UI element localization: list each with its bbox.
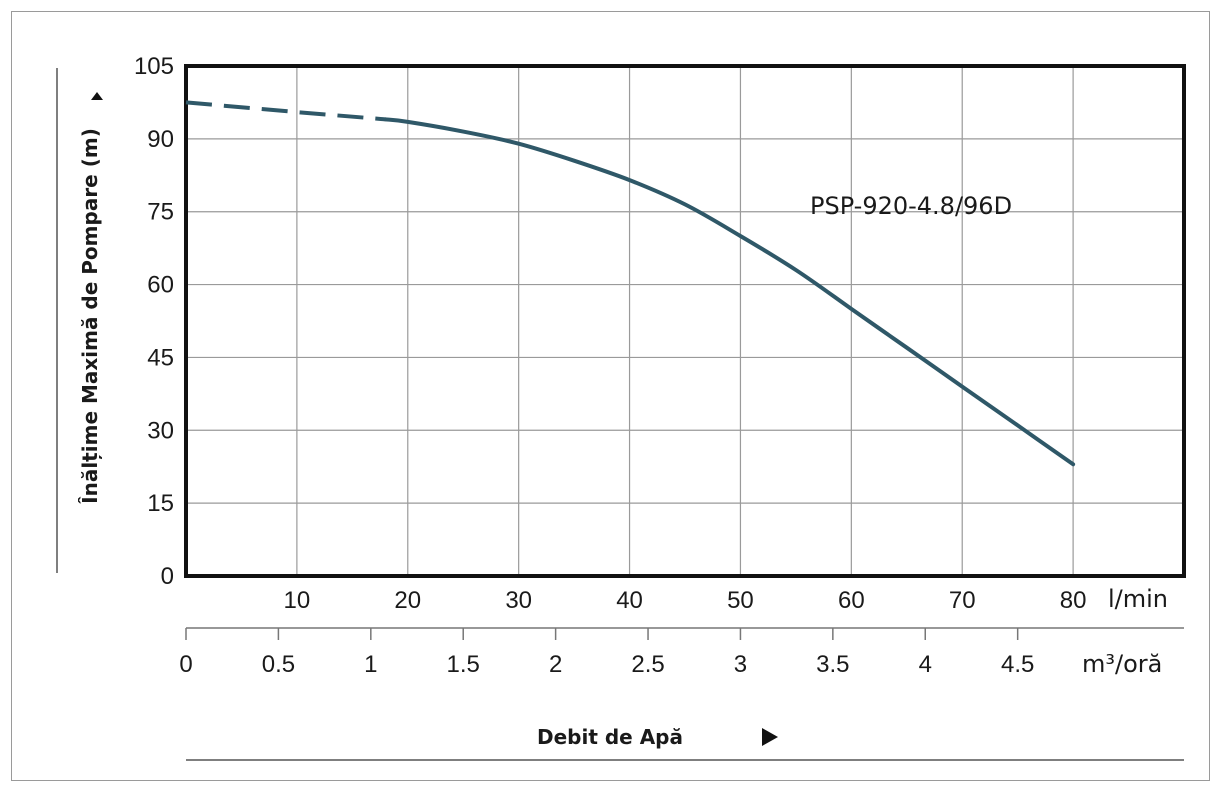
x2-tick-label: 4.5 <box>1001 651 1034 678</box>
x2-tick-label: 4 <box>919 651 932 678</box>
x-tick-label: 80 <box>1060 587 1087 614</box>
y-tick-labels: 0 15 30 45 60 75 90 105 <box>134 53 174 590</box>
series-layer <box>185 100 1076 467</box>
x-tick-label: 70 <box>949 587 976 614</box>
series-line-dashed <box>185 100 386 122</box>
y-tick-label: 75 <box>147 199 174 226</box>
y-tick-label: 90 <box>147 126 174 153</box>
x-tick-labels: 10 20 30 40 50 60 70 80 <box>284 587 1087 614</box>
x2-tick-label: 3 <box>734 651 747 678</box>
x-tick-label: 30 <box>505 587 532 614</box>
y-axis-arrow-icon <box>91 92 103 100</box>
x2-tick-label: 2 <box>549 651 562 678</box>
x2-tick-label: 1.5 <box>447 651 480 678</box>
x-axis-title: Debit de Apă <box>537 725 683 749</box>
plot-frame <box>184 64 1186 578</box>
series-line-solid <box>383 117 1076 467</box>
y-tick-label: 15 <box>147 490 174 517</box>
x2-tick-label: 1 <box>364 651 377 678</box>
grid <box>186 65 1184 577</box>
y-tick-label: 30 <box>147 417 174 444</box>
x2-tick-label: 3.5 <box>816 651 849 678</box>
x-unit-secondary: m³/oră <box>1082 650 1162 678</box>
y-tick-label: 45 <box>147 344 174 371</box>
x-tick-label: 40 <box>616 587 643 614</box>
x-tick-label: 60 <box>838 587 865 614</box>
series-label: PSP-920-4.8/96D <box>810 192 1012 220</box>
x-tick-label: 10 <box>284 587 311 614</box>
x-axis-arrow-icon <box>762 728 778 746</box>
y-tick-label: 60 <box>147 272 174 299</box>
x2-tick-label: 0 <box>179 651 192 678</box>
y-tick-label: 0 <box>161 563 174 590</box>
x2-tick-label: 0.5 <box>262 651 295 678</box>
y-axis-title: Înălțime Maximă de Pompare (m) <box>78 128 102 504</box>
y-tick-label: 105 <box>134 53 174 80</box>
x-unit-primary: l/min <box>1108 585 1168 613</box>
figure-frame <box>11 11 1210 781</box>
x2-tick-label: 2.5 <box>631 651 664 678</box>
x-tick-label: 20 <box>394 587 421 614</box>
secondary-x-axis: 0 0.5 1 1.5 2 2.5 3 3.5 4 4.5 <box>179 627 1184 678</box>
x-tick-label: 50 <box>727 587 754 614</box>
